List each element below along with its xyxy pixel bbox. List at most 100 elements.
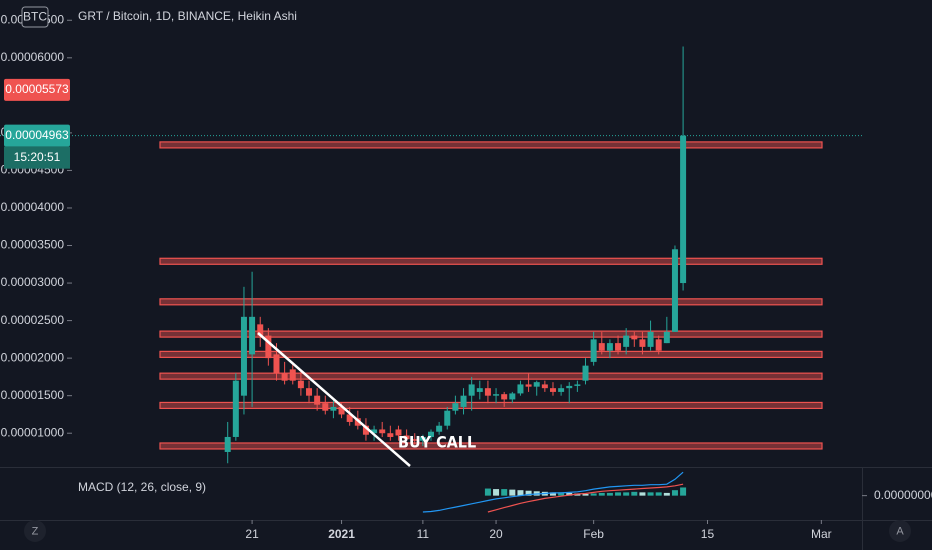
macd-title: MACD (12, 26, close, 9) [78, 480, 206, 494]
last-price-label-box [4, 124, 70, 147]
macd-histogram-bar [639, 492, 646, 496]
candle-body [371, 429, 378, 434]
candle-body [525, 384, 532, 387]
candle-body [558, 388, 565, 392]
last-price-label: 0.00004963 [5, 128, 69, 142]
macd-histogram-bar [671, 490, 678, 496]
macd-histogram-bar [590, 493, 597, 496]
candle-body [419, 436, 426, 441]
candle-body [631, 335, 638, 340]
candle-body [403, 435, 410, 440]
level-zone [159, 141, 823, 149]
level-zone [159, 401, 823, 410]
macd-histogram-bar [615, 492, 622, 496]
auto-scale-button-bg[interactable] [889, 520, 911, 542]
candle-body [501, 394, 508, 400]
y-tick-label: 0.00002500 [1, 313, 65, 327]
trend-line [257, 332, 411, 467]
macd-histogram-bar [493, 489, 500, 496]
candle-body [297, 380, 304, 389]
candle-body [436, 425, 443, 432]
y-tick-label: 0.00002000 [1, 350, 65, 364]
candle-body [444, 410, 451, 426]
annotation: BUY CALL [398, 433, 476, 452]
candle-body [289, 369, 296, 381]
signal-line [487, 483, 684, 513]
level-zone [159, 298, 823, 306]
candle-body [680, 135, 687, 284]
x-tick-label: Feb [583, 527, 604, 541]
candle-body [273, 354, 280, 374]
candle-body [362, 425, 369, 435]
x-tick-label: 2021 [328, 527, 355, 541]
macd-histogram-bar [623, 492, 630, 496]
candle-body [582, 365, 589, 381]
macd-pane [422, 471, 867, 513]
candle-body [549, 388, 556, 392]
x-tick-label: Mar [811, 527, 832, 541]
candle-body [338, 406, 345, 415]
candle-body [533, 382, 540, 387]
candle-body [281, 373, 288, 381]
alert-price-label: 0.00005573 [5, 82, 69, 96]
y-tick-label: 0.00003000 [1, 275, 65, 289]
candle-body [493, 394, 500, 396]
macd-histogram-bar [501, 489, 508, 496]
candle-body [428, 431, 434, 437]
candle-body [232, 380, 239, 437]
candle-body [265, 335, 272, 359]
level-zone [159, 330, 823, 338]
y-tick-label: 0.00006000 [1, 50, 65, 64]
candle-body [411, 439, 418, 441]
level-zone [159, 372, 823, 380]
candle-body [671, 249, 678, 332]
macd-histogram-bar [558, 492, 565, 496]
candle-body [257, 324, 264, 336]
candle-body [590, 339, 597, 362]
macd-histogram-bar [598, 492, 605, 496]
candle-body [598, 343, 605, 351]
candle-body [639, 339, 646, 347]
candle-body [322, 403, 329, 411]
candle-body [476, 388, 483, 392]
x-tick-label: 15 [701, 527, 715, 541]
x-tick-label: 11 [417, 527, 430, 541]
y-tick-label: 0.00001500 [1, 388, 65, 402]
zoom-button-bg[interactable] [24, 520, 46, 542]
candle-body [452, 403, 459, 411]
level-zone [159, 442, 823, 450]
candle-body [314, 395, 321, 405]
countdown: 15:20:51 [14, 150, 61, 164]
x-tick-label: 21 [245, 527, 259, 541]
candle-body [224, 436, 231, 452]
macd-histogram-bar [484, 488, 491, 496]
candle-body [484, 388, 491, 396]
auto-scale-button[interactable]: A [896, 525, 904, 537]
alert-price-label-box [4, 78, 70, 101]
macd-histogram-bar [582, 494, 589, 496]
macd-histogram-bar [525, 490, 532, 496]
main-pane: 0.00001000 0.00001500 0.00002000 0.00002500… [0, 12, 862, 464]
macd-histogram-bar [549, 492, 556, 496]
candle-body [647, 331, 654, 347]
macd-histogram-bar [631, 491, 638, 496]
symbol-badge[interactable]: BTC [23, 10, 47, 24]
macd-histogram-bar [680, 487, 687, 496]
candle-body [240, 316, 247, 396]
zoom-button[interactable]: Z [32, 525, 39, 537]
candle-body [460, 395, 467, 407]
symbol-badge-box[interactable] [21, 6, 49, 28]
macd-histogram-bar [647, 492, 654, 496]
y-tick-label: 0.00001000 [1, 425, 65, 439]
macd-line [422, 471, 684, 513]
macd-histogram-bar [517, 490, 524, 496]
candle-body [663, 331, 670, 344]
candle-body [623, 335, 630, 347]
candle-body [517, 384, 524, 394]
symbol-header: GRT / Bitcoin, 1D, BINANCE, Heikin Ashi [78, 9, 297, 23]
candle-body [346, 414, 353, 422]
level-zone [159, 350, 823, 358]
candle-body [249, 316, 256, 355]
candle-body [566, 385, 573, 389]
